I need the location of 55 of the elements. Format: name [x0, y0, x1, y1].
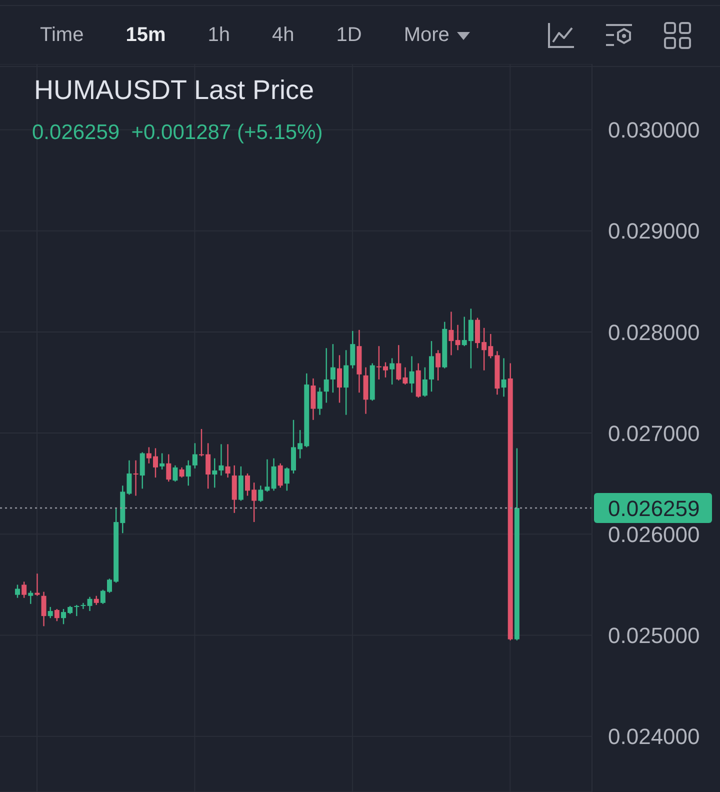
candlestick	[271, 458, 276, 492]
candlestick	[34, 573, 40, 596]
chart-title: HUMAUSDT Last Price	[34, 75, 314, 105]
candlestick	[172, 464, 178, 482]
candlestick	[186, 460, 191, 486]
text: Time	[40, 24, 84, 46]
text: 1D	[336, 24, 362, 46]
candlestick	[94, 595, 99, 606]
y-tick-label: 0.026000	[608, 522, 700, 547]
candlestick	[28, 590, 34, 605]
candlestick	[54, 608, 60, 622]
candlestick	[278, 462, 283, 488]
text: 0.026259 +0.001287 (+5.15%)	[32, 121, 323, 144]
candlestick	[455, 324, 460, 351]
candlestick	[74, 604, 80, 617]
candlestick	[225, 444, 230, 478]
candlestick	[429, 340, 434, 392]
candlestick	[166, 454, 172, 482]
candlestick	[140, 452, 145, 490]
y-tick-label: 0.029000	[608, 218, 700, 244]
candlestick	[350, 330, 356, 369]
candlestick	[80, 602, 86, 610]
candlestick	[501, 358, 506, 398]
candlestick	[344, 350, 349, 416]
candlestick	[160, 452, 165, 470]
text: More	[404, 24, 450, 46]
candlestick	[22, 581, 27, 598]
y-tick-label: 0.028000	[608, 320, 700, 345]
candlestick	[218, 444, 224, 476]
candlestick	[324, 348, 329, 404]
ref-line-label: 0.026259	[608, 496, 700, 521]
candlestick	[192, 442, 198, 470]
y-tick-label: 0.030000	[608, 118, 700, 143]
candlestick	[310, 378, 316, 421]
text: 1h	[208, 24, 230, 46]
candlestick	[179, 466, 184, 478]
text: 15m	[126, 24, 166, 46]
candlestick	[212, 458, 218, 488]
candlestick	[390, 358, 395, 386]
y-tick-label: 0.027000	[608, 420, 700, 446]
candlestick	[436, 350, 441, 382]
y-tick-label: 0.025000	[608, 623, 700, 648]
candlestick	[330, 343, 336, 394]
y-tick-label: 0.024000	[608, 724, 700, 750]
candlestick	[422, 366, 428, 398]
candlestick	[87, 596, 92, 612]
candlestick	[15, 584, 20, 598]
candlestick	[41, 591, 46, 627]
candlestick	[48, 606, 53, 619]
candlestick	[448, 311, 454, 356]
candlestick	[409, 356, 414, 394]
candlestick	[337, 354, 342, 404]
candlestick	[317, 386, 322, 416]
text: 4h	[272, 24, 294, 46]
candlestick	[133, 460, 138, 496]
